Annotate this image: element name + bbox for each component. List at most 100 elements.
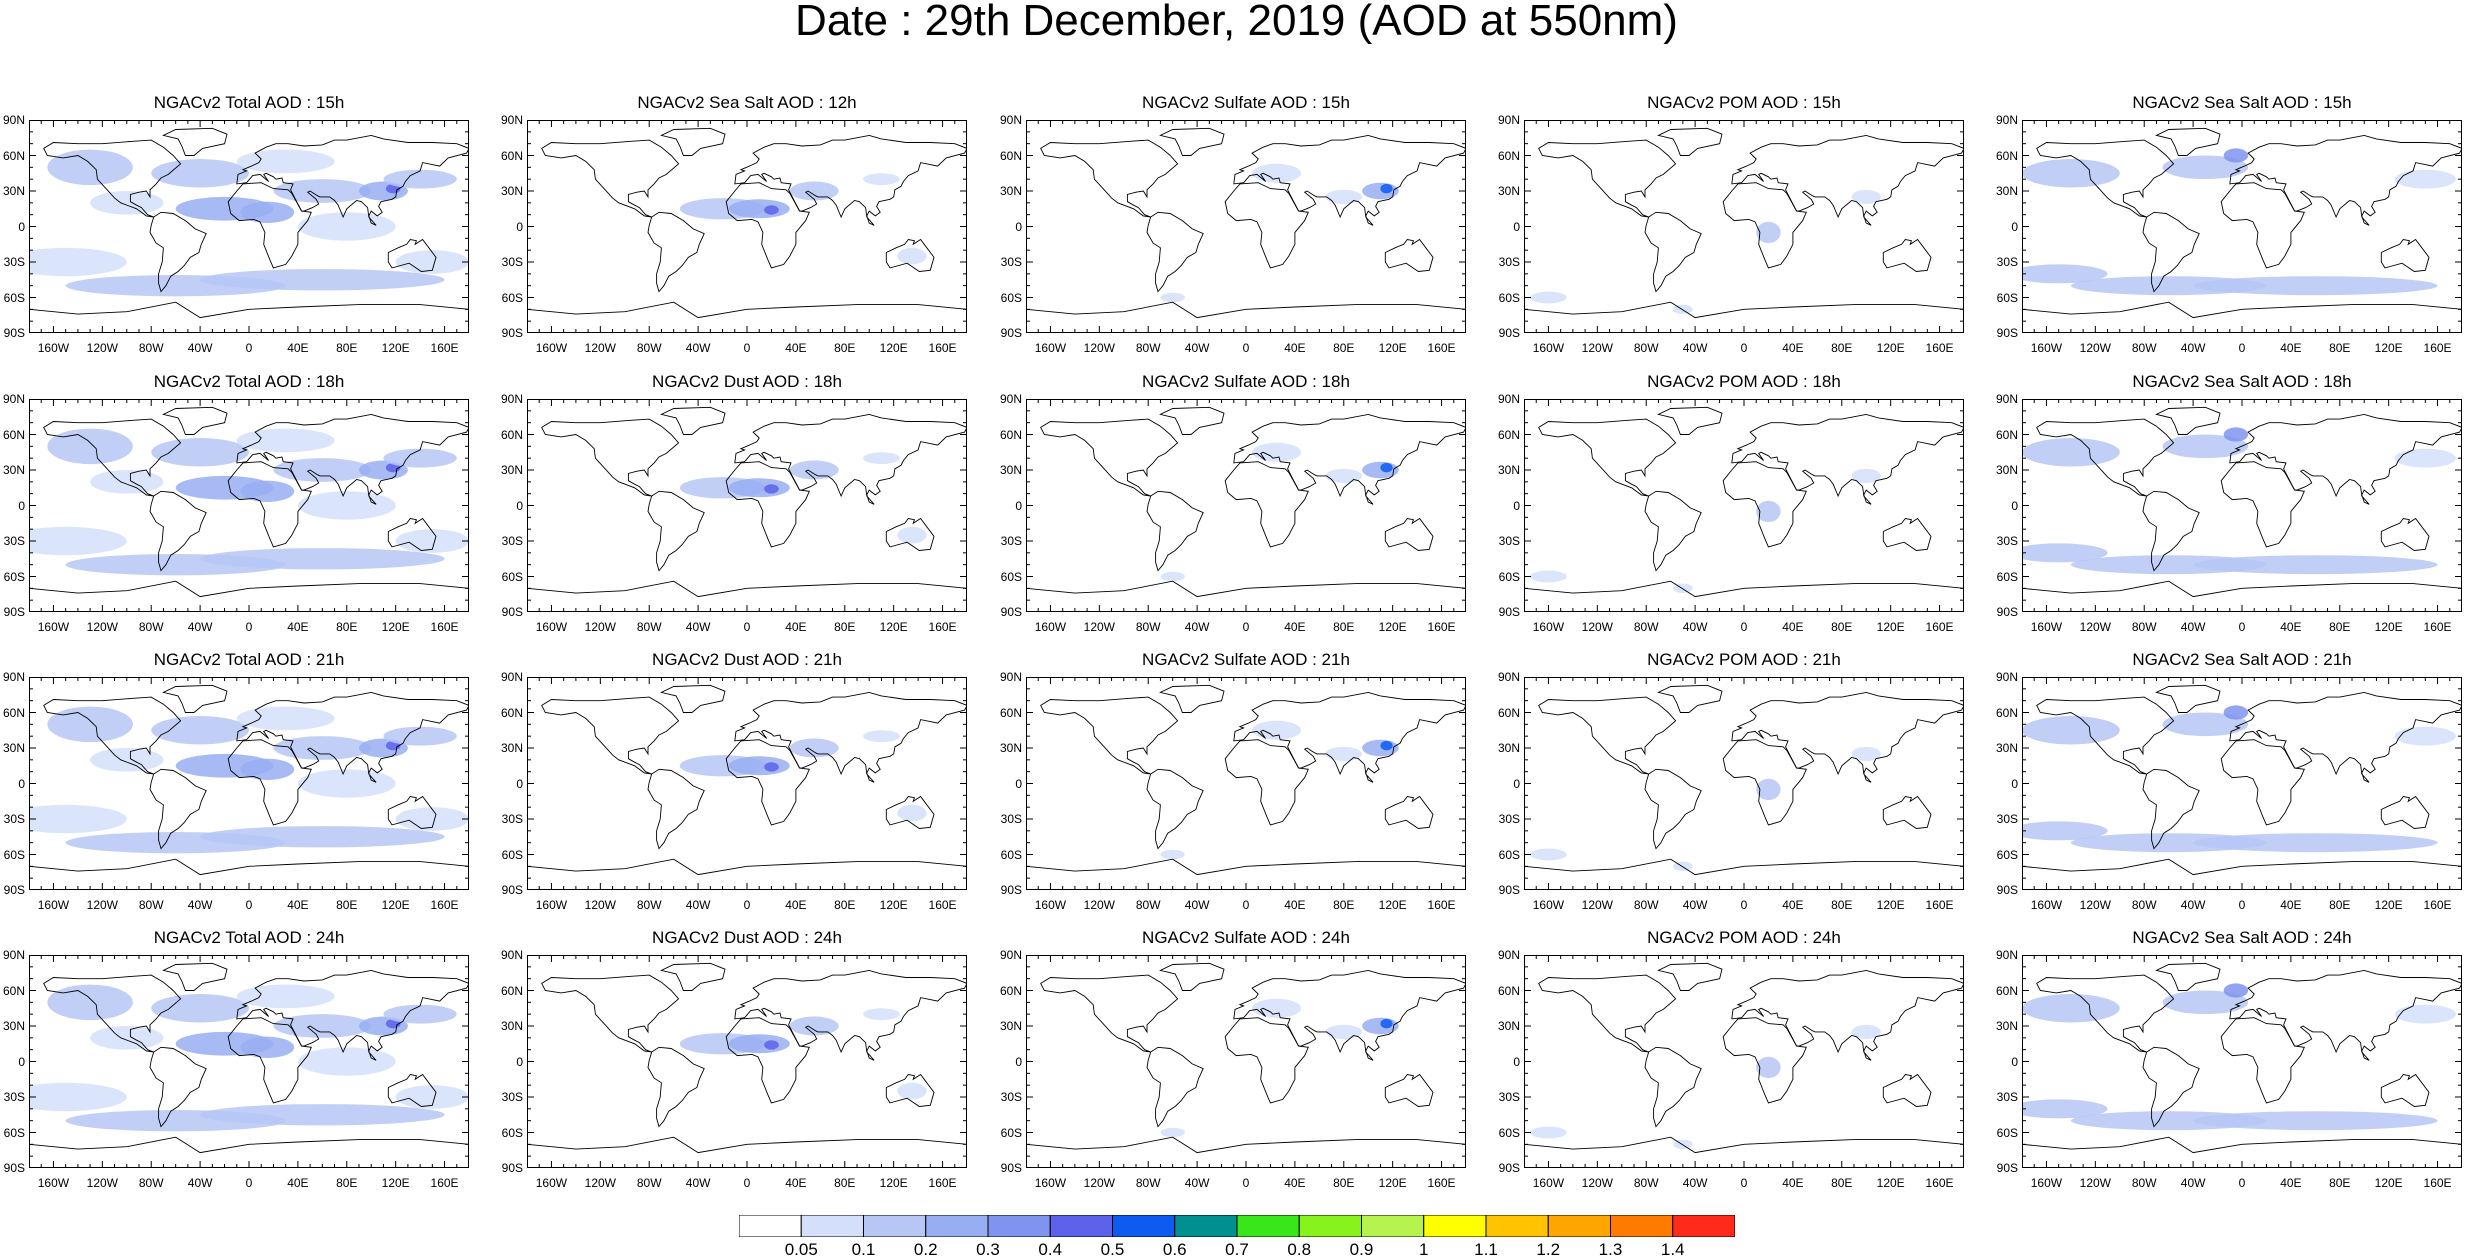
coastline bbox=[2142, 211, 2200, 293]
lon-tick-label: 0 bbox=[1242, 620, 1250, 634]
lon-tick-label: 80W bbox=[1633, 1176, 1659, 1190]
lon-tick-label: 120E bbox=[1876, 1176, 1905, 1190]
coastline bbox=[1657, 406, 1723, 435]
lon-tick-label: 40E bbox=[287, 1176, 309, 1190]
lon-tick-label: 40E bbox=[1782, 620, 1804, 634]
lon-tick-label: 0 bbox=[743, 898, 751, 912]
coastline bbox=[43, 696, 182, 775]
aod-plume bbox=[1380, 183, 1393, 194]
lon-tick-label: 80E bbox=[1333, 898, 1355, 912]
aod-plume bbox=[383, 448, 457, 468]
lon-tick-label: 80E bbox=[1333, 341, 1355, 355]
coastline bbox=[725, 182, 810, 269]
coastline bbox=[1657, 127, 1723, 156]
coastline bbox=[29, 1136, 469, 1168]
lon-tick-label: 120W bbox=[584, 620, 616, 634]
coastline bbox=[387, 517, 437, 551]
aod-plume bbox=[863, 452, 900, 465]
map-frame bbox=[1524, 120, 1964, 333]
lat-tick-label: 60N bbox=[500, 148, 523, 163]
lat-tick-label: 90N bbox=[1497, 948, 1520, 962]
lat-tick-label: 30S bbox=[1498, 812, 1520, 826]
aod-plume bbox=[47, 428, 133, 465]
aod-plume bbox=[2162, 990, 2249, 1015]
aod-plume bbox=[863, 730, 900, 743]
lon-tick-label: 80E bbox=[2329, 620, 2351, 634]
aod-plume bbox=[47, 149, 133, 186]
lat-tick-label: 90S bbox=[1498, 1161, 1520, 1175]
lat-tick-label: 0 bbox=[18, 498, 25, 513]
colorbar-label: 0.7 bbox=[1225, 1240, 1249, 1259]
panel-title: NGACv2 Dust AOD : 18h bbox=[652, 372, 842, 391]
coastline bbox=[1026, 858, 1466, 890]
aod-plume bbox=[1851, 468, 1881, 484]
aod-plume bbox=[764, 762, 779, 772]
aod-map-total bbox=[29, 399, 469, 612]
lat-tick-label: 60S bbox=[501, 569, 523, 584]
aod-plume bbox=[2022, 1099, 2108, 1119]
colorbar-label: 1.4 bbox=[1660, 1240, 1685, 1259]
aod-plume bbox=[897, 526, 927, 544]
lat-tick-label: 30S bbox=[3, 1090, 25, 1104]
aod-plume bbox=[1756, 1056, 1781, 1079]
lon-tick-label: 120E bbox=[1378, 898, 1407, 912]
coastline bbox=[1146, 1046, 1204, 1128]
lon-tick-label: 120E bbox=[381, 620, 410, 634]
aod-plume bbox=[2394, 169, 2456, 189]
lon-tick-label: 160W bbox=[2030, 620, 2063, 634]
lat-tick-label: 60N bbox=[999, 427, 1022, 442]
coastline bbox=[2022, 858, 2462, 890]
lat-tick-label: 90N bbox=[2, 948, 25, 962]
aod-plume bbox=[2162, 155, 2249, 180]
lon-tick-label: 80E bbox=[834, 620, 856, 634]
aod-plume bbox=[395, 807, 469, 831]
aod-plume bbox=[273, 1014, 372, 1038]
colorbar-label: 1.1 bbox=[1474, 1240, 1498, 1259]
lon-tick-label: 80E bbox=[834, 1176, 856, 1190]
lon-tick-label: 120E bbox=[2374, 341, 2403, 355]
lon-tick-label: 40W bbox=[187, 620, 213, 634]
lon-tick-label: 40E bbox=[2280, 620, 2302, 634]
coastline bbox=[1882, 238, 1932, 272]
lon-tick-label: 120E bbox=[1876, 341, 1905, 355]
lon-tick-label: 160W bbox=[1532, 898, 1565, 912]
lon-tick-label: 160E bbox=[1427, 898, 1456, 912]
lat-tick-label: 90S bbox=[1996, 326, 2018, 340]
aod-map-dust bbox=[527, 399, 967, 612]
lat-tick-label: 60N bbox=[1995, 705, 2018, 720]
lon-tick-label: 160W bbox=[535, 620, 568, 634]
lat-tick-label: 90S bbox=[501, 605, 523, 619]
panel-title: NGACv2 POM AOD : 15h bbox=[1647, 93, 1841, 112]
lat-tick-label: 60N bbox=[2, 148, 25, 163]
coastline bbox=[1731, 413, 1964, 505]
aod-plume bbox=[29, 1082, 127, 1112]
lon-tick-label: 120W bbox=[584, 341, 616, 355]
coastline bbox=[734, 134, 967, 226]
colorbar-swatch bbox=[1423, 1215, 1487, 1237]
lon-tick-label: 40E bbox=[785, 620, 807, 634]
lon-tick-label: 160W bbox=[37, 620, 70, 634]
lat-tick-label: 30N bbox=[2, 463, 25, 477]
lon-tick-label: 0 bbox=[245, 620, 253, 634]
coastline bbox=[660, 127, 726, 156]
aod-plume bbox=[395, 529, 469, 553]
lon-tick-label: 40E bbox=[1782, 1176, 1804, 1190]
coastline bbox=[1657, 962, 1723, 991]
coastline bbox=[2220, 1017, 2305, 1104]
aod-plume bbox=[236, 149, 335, 174]
lon-tick-label: 120W bbox=[1083, 1176, 1115, 1190]
aod-plume bbox=[728, 199, 790, 219]
coastline bbox=[1538, 974, 1677, 1053]
panel-title: NGACv2 Total AOD : 15h bbox=[153, 93, 345, 112]
aod-plume bbox=[151, 159, 249, 188]
lon-tick-label: 80W bbox=[2131, 1176, 2157, 1190]
lon-tick-label: 80W bbox=[1135, 1176, 1161, 1190]
coastline bbox=[149, 211, 207, 293]
coastline bbox=[1026, 580, 1466, 612]
lon-tick-label: 160W bbox=[2030, 898, 2063, 912]
coastline bbox=[885, 517, 935, 551]
lon-tick-label: 160W bbox=[1532, 1176, 1565, 1190]
aod-map-dust bbox=[527, 677, 967, 890]
lat-tick-label: 30S bbox=[1000, 812, 1022, 826]
